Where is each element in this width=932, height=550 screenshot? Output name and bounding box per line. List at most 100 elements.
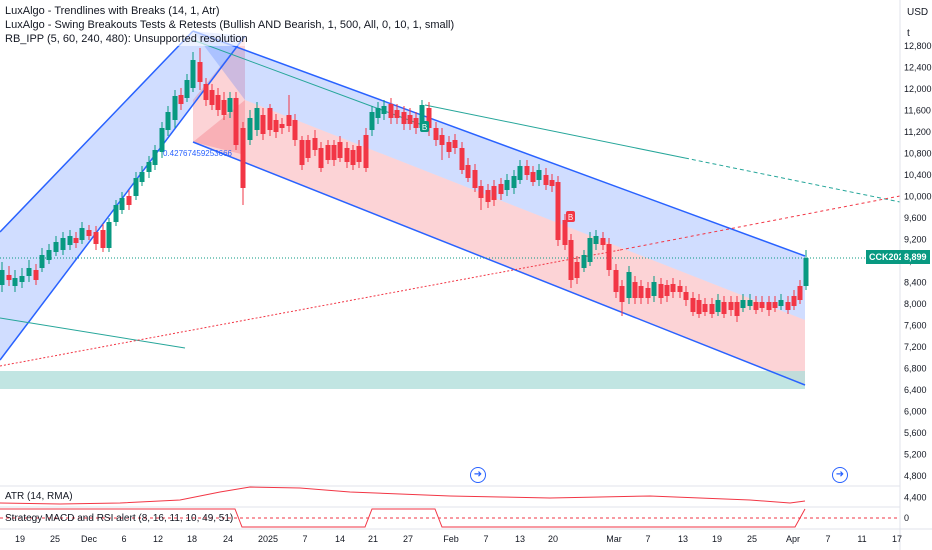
candle-body (197, 62, 203, 82)
price-tick-label: 7,200 (904, 342, 927, 352)
macd-legend[interactable]: Strategy MACD and RSI alert (8, 16, 11, … (5, 513, 234, 524)
price-tick-label: 12,000 (904, 84, 932, 94)
atr-legend[interactable]: ATR (14, RMA) (5, 491, 73, 502)
candle-body (46, 250, 52, 260)
time-tick-label: 7 (483, 534, 488, 544)
candle-body (715, 300, 721, 312)
candle-body (254, 108, 260, 130)
candle-body (93, 232, 99, 244)
time-tick-label: Apr (786, 534, 800, 544)
time-tick-label: 19 (712, 534, 722, 544)
currency-label[interactable]: USD (907, 7, 929, 18)
main-channel-blue (193, 31, 805, 320)
candle-body (606, 244, 612, 270)
price-tick-label: 10,800 (904, 149, 932, 159)
candle-body (670, 284, 676, 292)
candle-body (12, 278, 18, 286)
candle-body (344, 148, 350, 162)
time-tick-label: 25 (747, 534, 757, 544)
candle-body (645, 288, 651, 298)
candle-body (240, 128, 246, 188)
price-tick-label: 5,600 (904, 428, 927, 438)
candle-body (587, 238, 593, 262)
price-tick-label: 9,600 (904, 213, 927, 223)
candle-body (747, 300, 753, 306)
channel-ratio-label: 0.42767459253666 (163, 149, 233, 158)
candle-body (568, 240, 574, 280)
indicator-legend-2[interactable]: LuxAlgo - Swing Breakouts Tests & Retest… (5, 18, 455, 32)
candle-body (209, 90, 215, 105)
candle-body (413, 118, 419, 128)
scroll-right-button-right[interactable]: ➜ (832, 467, 848, 483)
candle-body (797, 286, 803, 300)
time-axis-labels: 19 25 Dec 6 12 18 24 2025 7 14 21 27 Feb 7 13 20 Mar 7 13 1… (15, 534, 902, 544)
candle-body (381, 106, 387, 114)
price-tick-label: 11,600 (904, 106, 931, 116)
candle-body (172, 96, 178, 120)
time-tick-label: 18 (187, 534, 197, 544)
candle-body (39, 255, 45, 268)
time-tick-label: 11 (857, 534, 866, 544)
candle-body (350, 150, 356, 165)
candle-body (113, 205, 119, 222)
candle-body (165, 112, 171, 130)
candle-body (709, 304, 715, 314)
symbol-tag: CCK2025 (866, 250, 912, 264)
price-axis-panel[interactable] (900, 0, 932, 550)
time-tick-label: 2025 (258, 534, 278, 544)
candle-body (785, 302, 791, 310)
candle-body (626, 272, 632, 298)
candle-body (778, 300, 784, 306)
price-tick-label: 5,200 (904, 450, 927, 460)
svg-text:B: B (568, 213, 573, 222)
candle-body (6, 275, 12, 280)
candle-body (312, 138, 318, 150)
candles (0, 48, 809, 322)
candle-body (190, 60, 196, 88)
price-tick-label: 4,400 (904, 493, 927, 503)
candle-body (394, 110, 400, 118)
candle-body (452, 140, 458, 148)
candle-body (325, 145, 331, 160)
price-tick-label: 8,000 (904, 299, 927, 309)
candle-body (139, 172, 145, 182)
candle-body (759, 302, 765, 308)
candle-body (305, 140, 311, 158)
candle-body (60, 238, 66, 250)
candle-body (279, 124, 285, 128)
candle-body (593, 236, 599, 244)
candle-body (159, 128, 165, 152)
candle-body (478, 186, 484, 198)
scroll-right-button-left[interactable]: ➜ (470, 467, 486, 483)
candle-body (53, 242, 59, 252)
indicator-legend-3[interactable]: RB_IPP (5, 60, 240, 480): Unsupported re… (5, 32, 248, 46)
indicator-legend-1[interactable]: LuxAlgo - Trendlines with Breaks (14, 1,… (5, 4, 220, 18)
candle-body (734, 302, 740, 316)
candle-body (227, 98, 233, 112)
candle-body (267, 108, 273, 130)
candle-body (664, 285, 670, 296)
candle-body (683, 292, 689, 300)
candle-body (433, 128, 439, 140)
price-tick-label: 12,400 (904, 63, 932, 73)
svg-text:B: B (422, 123, 427, 132)
candle-body (524, 166, 530, 175)
candle-body (178, 95, 184, 104)
candle-body (740, 300, 746, 308)
candle-body (247, 118, 253, 140)
time-tick-label: 27 (403, 534, 413, 544)
price-tick-label: 9,200 (904, 235, 927, 245)
price-tick-label: 7,600 (904, 321, 927, 331)
candle-body (407, 115, 413, 124)
time-tick-label: 13 (678, 534, 688, 544)
candle-body (543, 175, 549, 185)
candle-body (613, 270, 619, 292)
candle-body (530, 172, 536, 182)
price-tick-label: 11,200 (904, 127, 931, 137)
time-tick-label: 7 (825, 534, 830, 544)
candle-body (439, 135, 445, 145)
candle-body (0, 270, 5, 285)
candle-body (126, 196, 132, 205)
time-tick-label: 6 (121, 534, 126, 544)
